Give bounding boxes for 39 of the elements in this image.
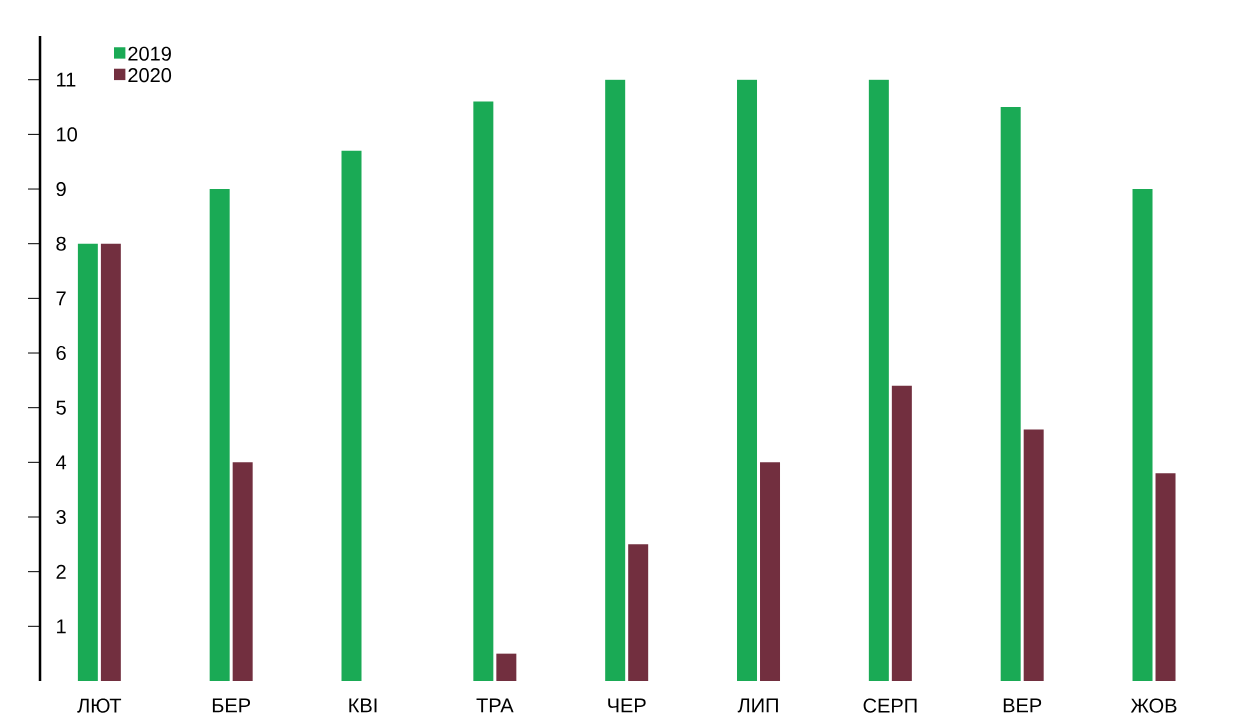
y-tick-label: 3	[56, 509, 66, 525]
x-tick-label: ВЕР	[1003, 698, 1042, 713]
x-tick-label: СЕРП	[863, 698, 917, 713]
bar	[496, 653, 517, 681]
y-tick-label: 8	[56, 236, 66, 251]
legend-label: 2020	[128, 68, 172, 83]
y-tick-label: 4	[56, 455, 67, 470]
bar	[1132, 189, 1153, 681]
y-tick-label: 2	[56, 564, 66, 579]
bar	[737, 79, 758, 681]
x-tick-label: ЖОВ	[1130, 698, 1177, 713]
bar	[760, 462, 781, 681]
bar	[209, 189, 230, 681]
bar	[891, 385, 912, 681]
bar	[100, 243, 121, 681]
bar	[868, 79, 889, 681]
bar	[1000, 107, 1021, 681]
x-tick-label: ЧЕР	[608, 698, 646, 713]
y-tick-label: 5	[56, 400, 66, 415]
bar	[1023, 429, 1044, 681]
bar	[605, 79, 626, 681]
y-tick-label: 1	[57, 619, 66, 634]
y-tick-label: 6	[56, 345, 66, 361]
bar	[473, 101, 494, 681]
y-tick-label: 10	[57, 127, 77, 142]
y-tick-label: 11	[57, 72, 76, 87]
bar	[628, 544, 649, 681]
bar	[77, 243, 98, 681]
x-tick-label: БЕР	[212, 698, 251, 713]
legend-label: 2019	[128, 46, 171, 61]
bar	[232, 462, 253, 681]
x-tick-label: ЛЮТ	[77, 698, 122, 713]
bar	[1155, 473, 1176, 681]
x-tick-label: ТРА	[476, 698, 514, 713]
x-tick-label: КВІ	[349, 698, 377, 713]
y-tick-label: 7	[56, 291, 66, 306]
y-tick-label: 9	[56, 181, 66, 197]
x-tick-label: ЛИП	[737, 698, 778, 713]
bar	[341, 150, 362, 681]
